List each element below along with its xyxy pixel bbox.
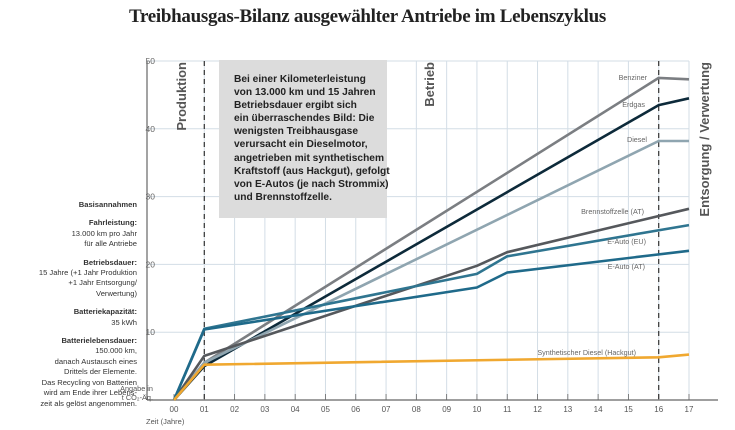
assumption-block: Fahrleistung: 13.000 km pro Jahr für alle …: [0, 218, 137, 249]
y-tick-label: 50: [146, 56, 156, 66]
assumption-text: für alle Antriebe: [84, 239, 137, 249]
series-label: E-Auto (EU): [607, 237, 646, 246]
chart-title: Treibhausgas-Bilanz ausgewählter Antrieb…: [129, 6, 606, 27]
phase-label-production: Produktion: [174, 62, 189, 131]
annotation-line: Kraftstoff (aus Hackgut), gefolgt: [234, 165, 390, 177]
x-tick-label: 11: [503, 405, 512, 414]
series-line: [172, 207, 690, 401]
assumptions-heading: Basisannahmen: [78, 200, 137, 209]
series-label: Synthetischer Diesel (Hackgut): [537, 348, 636, 357]
series-line: [172, 249, 690, 401]
assumption-label: Batterielebensdauer:: [61, 336, 137, 346]
assumption-text: 13.000 km pro Jahr: [71, 228, 137, 238]
x-tick-label: 05: [321, 405, 330, 414]
annotation-line: von 13.000 km und 15 Jahren: [234, 87, 376, 99]
annotation-line: wenigsten Treibhausgase: [234, 126, 358, 138]
annotation-line: angetrieben mit synthetischem: [234, 152, 385, 164]
assumption-text: 150.000 km,: [95, 346, 137, 356]
assumption-text: Drittels der Elemente.: [63, 367, 137, 377]
x-tick-label: 13: [563, 405, 572, 414]
series-label: Erdgas: [622, 100, 645, 109]
series-label: E-Auto (AT): [608, 262, 645, 271]
phase-label-operation: Betrieb: [422, 62, 437, 107]
assumption-text: Verwertung): [96, 288, 137, 298]
x-tick-label: 04: [291, 405, 300, 414]
annotation-line: ein überraschendes Bild: Die: [234, 113, 375, 125]
assumption-block: Batterielebensdauer: 150.000 km, danach Au…: [0, 336, 137, 409]
assumption-text: zeit als gelöst angenommen.: [40, 398, 137, 408]
x-tick-label: 06: [351, 405, 360, 414]
annotation-line: Bei einer Kilometerleistung: [234, 74, 366, 85]
x-tick-label: 16: [654, 405, 663, 414]
annotation-line: von E-Autos (je nach Strommix): [234, 178, 389, 190]
x-tick-label: 01: [200, 405, 209, 414]
x-tick-label: 02: [230, 405, 239, 414]
series-label: Benziner: [619, 73, 648, 82]
x-axis-label: Zeit (Jahre): [146, 417, 185, 426]
assumption-text: Das Recycling von Batterien: [41, 377, 137, 387]
y-axis-label: Angabe in: [120, 384, 153, 393]
assumption-label: Betriebsdauer:: [83, 257, 137, 267]
x-tick-label: 03: [260, 405, 269, 414]
assumption-label: Fahrleistung:: [88, 218, 137, 228]
series-label: Brennstoffzelle (AT): [581, 207, 644, 216]
x-tick-label: 15: [624, 405, 633, 414]
assumption-label: Batteriekapazität:: [73, 307, 137, 317]
assumption-text: wird am Ende ihrer Lebens-: [43, 388, 137, 398]
series-line: [173, 353, 690, 401]
assumptions-panel: Basisannahmen Fahrleistung: 13.000 km pro…: [0, 200, 137, 417]
x-tick-label: 10: [472, 405, 481, 414]
x-tick-label: 08: [412, 405, 421, 414]
assumption-block: Batteriekapazität: 35 kWh: [0, 307, 137, 328]
y-tick-label: 40: [146, 124, 156, 134]
assumption-text: danach Austausch eines: [54, 356, 137, 366]
assumption-text: 35 kWh: [111, 317, 137, 327]
y-tick-label: 10: [146, 327, 156, 337]
x-tick-label: 12: [533, 405, 542, 414]
phase-label-disposal: Entsorgung / Verwertung: [697, 62, 712, 217]
assumption-block: Betriebsdauer: 15 Jahre (+1 Jahr Produkti…: [0, 258, 137, 300]
x-tick-label: 17: [685, 405, 694, 414]
assumption-text: 15 Jahre (+1 Jahr Produktion: [38, 268, 137, 278]
annotation-line: verursacht ein Dieselmotor,: [234, 139, 368, 151]
y-axis-label: t CO₂-Äq.: [122, 393, 153, 402]
annotation-line: Betriebsdauer ergibt sich: [234, 100, 357, 112]
annotation-box: Bei einer Kilometerleistung von 13.000 km…: [219, 60, 390, 218]
annotation-line: und Brennstoffzelle.: [234, 191, 332, 203]
x-tick-label: 07: [382, 405, 391, 414]
x-tick-label: 09: [442, 405, 451, 414]
y-tick-label: 20: [146, 259, 156, 269]
x-tick-label: 14: [594, 405, 603, 414]
series-label: Diesel: [627, 135, 647, 144]
assumption-text: +1 Jahr Entsorgung/: [68, 278, 137, 288]
x-tick-label: 00: [170, 405, 179, 414]
y-tick-label: 30: [146, 192, 156, 202]
